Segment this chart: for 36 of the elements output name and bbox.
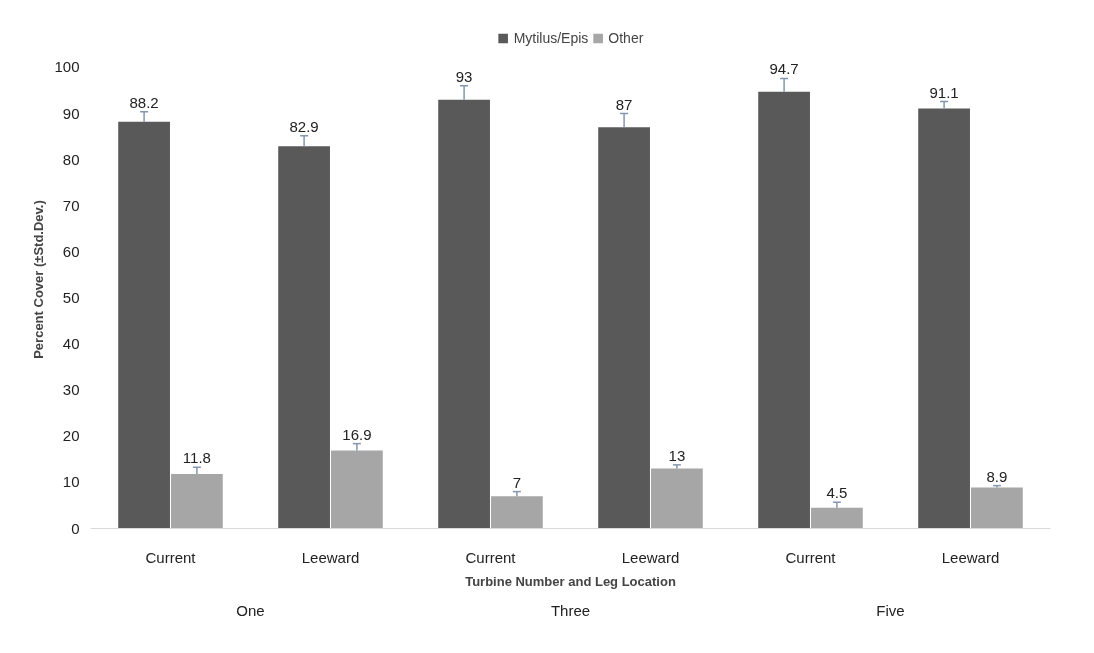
- y-tick-label: 50: [62, 288, 80, 306]
- y-tick-label: 80: [62, 150, 80, 168]
- text: Five: [876, 601, 905, 619]
- data-label: 88.2: [129, 93, 159, 111]
- y-tick-label: 30: [62, 381, 80, 399]
- x-tick-label: Leeward: [941, 548, 1000, 566]
- legend-label: Other: [608, 30, 644, 46]
- x-tick-label: Current: [785, 548, 837, 566]
- data-label: 11.8: [182, 449, 211, 467]
- x-tick-label: Leeward: [621, 548, 680, 566]
- y-tick-label: 70: [62, 196, 80, 214]
- x-tick-label: Current: [465, 548, 517, 566]
- text: One: [236, 601, 265, 619]
- data-label: 94.7: [769, 60, 799, 78]
- y-tick-label: 90: [62, 104, 80, 122]
- x-axis-title: Turbine Number and Leg Location: [465, 573, 676, 589]
- data-label: 82.9: [289, 117, 319, 135]
- data-label: 8.9: [986, 467, 1008, 485]
- y-tick-label: 40: [62, 335, 80, 353]
- y-tick-label: 60: [62, 242, 80, 260]
- y-tick-label: 100: [54, 58, 80, 76]
- y-tick-label: 20: [62, 427, 80, 445]
- text: Three: [550, 601, 591, 619]
- data-label: 87: [615, 95, 633, 113]
- data-label: 16.9: [342, 425, 372, 443]
- data-label: 91.1: [929, 83, 959, 101]
- data-label: 13: [668, 446, 686, 464]
- x-tick-label: Current: [145, 548, 197, 566]
- data-label: 93: [455, 67, 473, 85]
- y-tick-label: 10: [62, 473, 80, 491]
- x-tick-label: Leeward: [301, 548, 360, 566]
- y-tick-label: 0: [71, 519, 80, 537]
- legend-label: Mytilus/Epis: [513, 30, 589, 46]
- data-label: 7: [512, 473, 522, 491]
- y-axis-title: Percent Cover (±Std.Dev.): [31, 200, 47, 359]
- data-label: 4.5: [826, 484, 848, 502]
